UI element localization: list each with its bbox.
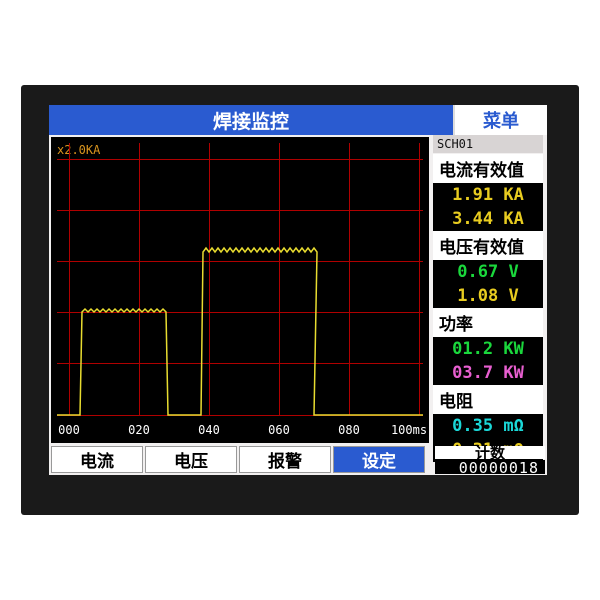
tab-设定[interactable]: 设定: [333, 446, 425, 473]
x-axis-tick: 060: [268, 423, 290, 437]
grid-line-h: [57, 210, 423, 211]
metric-value: 01.2 KW: [433, 337, 543, 361]
x-axis-tick: 040: [198, 423, 220, 437]
metric-label: 电压有效值: [433, 231, 543, 260]
grid-line-h: [57, 159, 423, 160]
screen: 焊接监控 菜单 x2.0KA 000020040060080100ms SCH0…: [49, 105, 547, 475]
x-axis-tick: 100ms: [391, 423, 427, 437]
grid-line-h: [57, 312, 423, 313]
metric-value: 0.67 V: [433, 260, 543, 284]
measurements-panel: SCH01 电流有效值1.91 KA3.44 KA电压有效值0.67 V1.08…: [429, 135, 547, 445]
grid-line-h: [57, 415, 423, 416]
metric-label: 电阻: [433, 385, 543, 414]
tab-电流[interactable]: 电流: [51, 446, 143, 473]
tab-报警[interactable]: 报警: [239, 446, 331, 473]
chart-grid: [51, 137, 429, 443]
grid-line-v: [349, 143, 350, 415]
metric-value: 1.91 KA: [433, 183, 543, 207]
grid-line-h: [57, 363, 423, 364]
page-title: 焊接监控: [49, 105, 455, 135]
device-frame: 焊接监控 菜单 x2.0KA 000020040060080100ms SCH0…: [21, 85, 579, 515]
schedule-label: SCH01: [433, 135, 543, 153]
metric-label: 功率: [433, 308, 543, 337]
counter-label: 计数: [435, 446, 545, 459]
tab-bar: 电流电压报警设定 计数 00000018: [49, 445, 547, 473]
waveform-chart: x2.0KA 000020040060080100ms: [51, 137, 429, 443]
tab-电压[interactable]: 电压: [145, 446, 237, 473]
grid-line-v: [209, 143, 210, 415]
grid-line-v: [419, 143, 420, 415]
metric-label: 电流有效值: [433, 154, 543, 183]
grid-line-v: [279, 143, 280, 415]
grid-line-v: [139, 143, 140, 415]
x-axis-tick: 020: [128, 423, 150, 437]
grid-line-v: [69, 143, 70, 415]
x-axis-tick: 080: [338, 423, 360, 437]
x-axis-tick: 000: [58, 423, 80, 437]
metric-value: 03.7 KW: [433, 361, 543, 385]
metric-value: 1.08 V: [433, 284, 543, 308]
counter-value: 00000018: [435, 460, 545, 474]
menu-button[interactable]: 菜单: [455, 105, 547, 135]
metric-value: 3.44 KA: [433, 207, 543, 231]
grid-line-h: [57, 261, 423, 262]
metric-value: 0.35 mΩ: [433, 414, 543, 438]
header-bar: 焊接监控 菜单: [49, 105, 547, 135]
